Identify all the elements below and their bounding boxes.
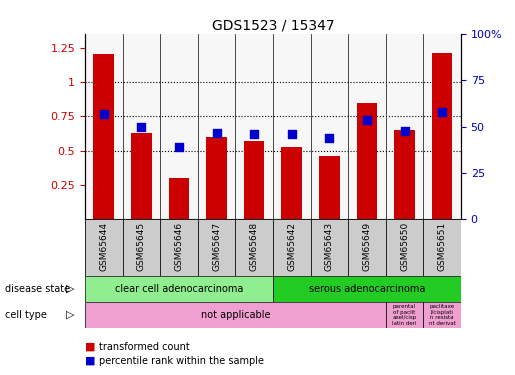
- Bar: [386, 219, 423, 276]
- Text: clear cell adenocarcinoma: clear cell adenocarcinoma: [115, 284, 243, 294]
- Bar: [319, 156, 340, 219]
- Bar: [235, 219, 273, 276]
- Text: GSM65644: GSM65644: [99, 222, 108, 271]
- Text: cell type: cell type: [5, 310, 47, 320]
- Bar: [160, 219, 198, 276]
- Title: GDS1523 / 15347: GDS1523 / 15347: [212, 19, 334, 33]
- Bar: [423, 34, 461, 219]
- Point: [212, 130, 220, 136]
- Bar: [432, 53, 453, 219]
- Bar: [273, 276, 461, 302]
- Text: GSM65643: GSM65643: [325, 222, 334, 272]
- Text: paclitaxe
l/cisplati
n resista
nt derivat: paclitaxe l/cisplati n resista nt deriva…: [428, 304, 456, 326]
- Bar: [198, 34, 235, 219]
- Text: ■: ■: [85, 342, 95, 352]
- Point: [401, 128, 409, 134]
- Point: [100, 111, 108, 117]
- Text: GSM65648: GSM65648: [250, 222, 259, 272]
- Point: [175, 144, 183, 150]
- Text: ▷: ▷: [66, 284, 75, 294]
- Bar: [123, 34, 160, 219]
- Text: GSM65651: GSM65651: [438, 222, 447, 272]
- Bar: [386, 302, 423, 328]
- Point: [287, 131, 296, 137]
- Bar: [244, 141, 265, 219]
- Bar: [423, 302, 461, 328]
- Bar: [235, 34, 273, 219]
- Bar: [356, 102, 377, 219]
- Text: GSM65642: GSM65642: [287, 222, 296, 271]
- Text: GSM65646: GSM65646: [175, 222, 183, 272]
- Text: parental
of paclit
axel/cisp
latin deri: parental of paclit axel/cisp latin deri: [392, 304, 417, 326]
- Bar: [85, 276, 273, 302]
- Text: GSM65645: GSM65645: [137, 222, 146, 272]
- Bar: [348, 34, 386, 219]
- Bar: [93, 54, 114, 219]
- Bar: [131, 133, 152, 219]
- Bar: [198, 219, 235, 276]
- Point: [137, 124, 146, 130]
- Bar: [206, 137, 227, 219]
- Text: percentile rank within the sample: percentile rank within the sample: [99, 356, 264, 366]
- Bar: [394, 130, 415, 219]
- Bar: [348, 219, 386, 276]
- Text: serous adenocarcinoma: serous adenocarcinoma: [309, 284, 425, 294]
- Text: disease state: disease state: [5, 284, 70, 294]
- Point: [250, 131, 258, 137]
- Point: [363, 117, 371, 123]
- Text: GSM65649: GSM65649: [363, 222, 371, 272]
- Text: GSM65647: GSM65647: [212, 222, 221, 272]
- Text: not applicable: not applicable: [201, 310, 270, 320]
- Bar: [123, 219, 160, 276]
- Bar: [85, 302, 386, 328]
- Bar: [273, 219, 311, 276]
- Point: [325, 135, 334, 141]
- Bar: [85, 34, 123, 219]
- Bar: [168, 178, 190, 219]
- Bar: [281, 147, 302, 219]
- Bar: [311, 34, 348, 219]
- Text: ▷: ▷: [66, 310, 75, 320]
- Text: ■: ■: [85, 356, 95, 366]
- Point: [438, 109, 446, 115]
- Bar: [85, 219, 123, 276]
- Text: transformed count: transformed count: [99, 342, 190, 352]
- Bar: [273, 34, 311, 219]
- Text: GSM65650: GSM65650: [400, 222, 409, 272]
- Bar: [160, 34, 198, 219]
- Bar: [386, 34, 423, 219]
- Bar: [423, 219, 461, 276]
- Bar: [311, 219, 348, 276]
